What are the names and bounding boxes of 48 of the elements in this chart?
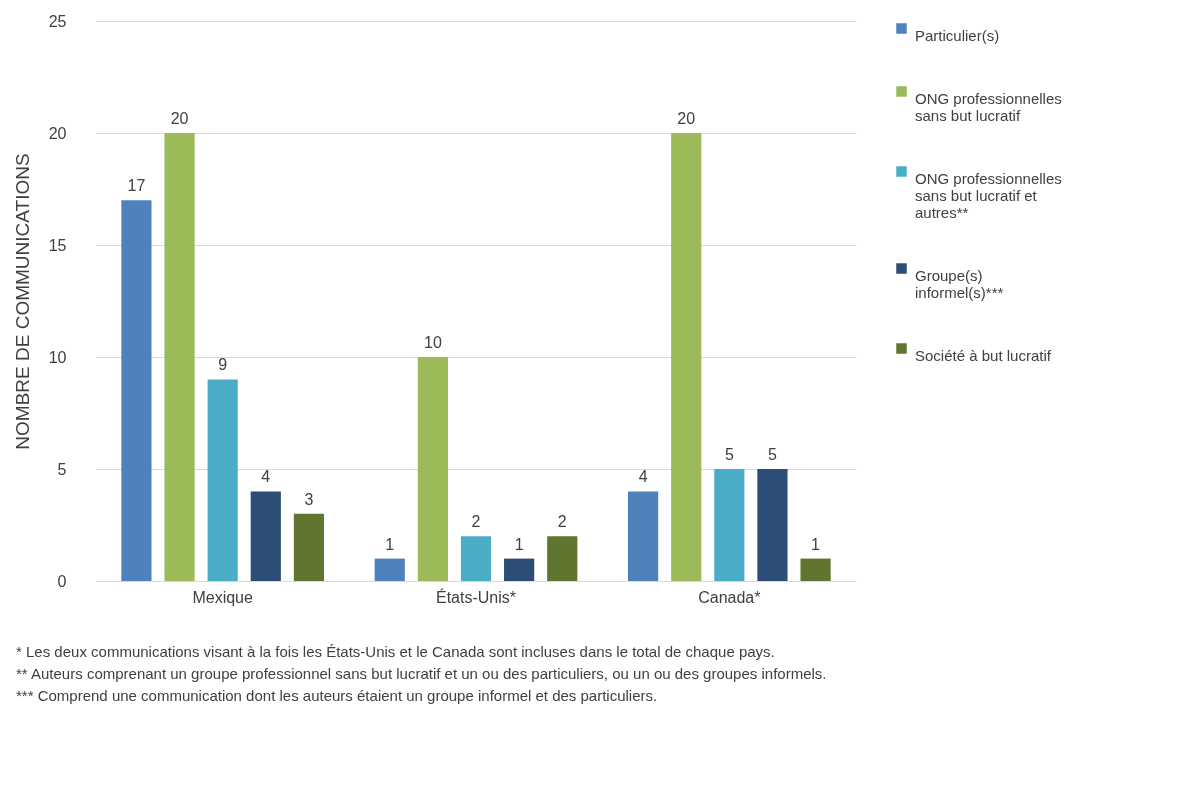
y-tick-label: 15 xyxy=(48,236,67,254)
data-label: 1 xyxy=(811,535,821,553)
text: ** Auteurs comprenant un groupe professionnel sans but lucratif et un ou des particuliers, ou un ou des groupes informels. xyxy=(16,665,827,682)
legend-label: Particulier(s) xyxy=(915,26,1000,44)
bar xyxy=(800,558,831,581)
y-tick-label: 5 xyxy=(57,460,67,478)
legend-label: Groupe(s) informel(s)*** xyxy=(915,266,1004,301)
x-tick-label: Mexique xyxy=(192,588,253,606)
data-label: 10 xyxy=(423,334,442,351)
legend-label: ONG professionnelles sans but lucratif et autres** xyxy=(915,169,1062,221)
data-label: 4 xyxy=(638,468,648,486)
data-label: 17 xyxy=(127,177,146,195)
y-tick-label: 20 xyxy=(48,124,67,142)
bar xyxy=(164,133,195,581)
legend-label: ONG professionnelles sans but lucratif xyxy=(915,89,1062,124)
text: *** Comprend une communication dont les auteurs étaient un groupe informel et des particuliers. xyxy=(16,687,658,704)
data-label: 2 xyxy=(557,513,567,531)
bar xyxy=(714,469,745,581)
data-label: 1 xyxy=(514,535,524,553)
data-label: 3 xyxy=(304,490,314,508)
y-axis-title: NOMBRE DE COMMUNICATIONS xyxy=(11,153,33,450)
x-tick-label: Canada* xyxy=(698,588,761,606)
y-tick-label: 10 xyxy=(48,348,67,366)
y-tick-label: 25 xyxy=(48,12,67,30)
bar xyxy=(417,357,448,581)
bar xyxy=(374,558,405,581)
data-label: 5 xyxy=(724,446,734,463)
bar xyxy=(628,491,659,581)
bar xyxy=(293,513,324,581)
bar xyxy=(547,536,578,581)
bar xyxy=(504,558,535,581)
data-label: 20 xyxy=(677,110,696,127)
bar xyxy=(250,491,281,581)
data-label: 5 xyxy=(768,446,777,463)
data-label: 9 xyxy=(218,356,228,374)
bar xyxy=(671,133,702,581)
bar xyxy=(207,379,238,581)
bar xyxy=(121,200,152,581)
y-tick-label: 0 xyxy=(57,572,67,590)
data-label: 2 xyxy=(471,513,481,531)
data-label: 20 xyxy=(170,110,189,127)
text: * Les deux communications visant à la fois les États-Unis et le Canada sont incluses dans le total de chaque pays. xyxy=(16,643,775,660)
legend-label: Société à but lucratif xyxy=(915,346,1052,364)
data-label: 1 xyxy=(385,535,395,553)
bar xyxy=(757,469,788,581)
data-label: 4 xyxy=(261,468,271,486)
x-tick-label: États-Unis* xyxy=(435,587,517,606)
bar xyxy=(460,536,492,581)
